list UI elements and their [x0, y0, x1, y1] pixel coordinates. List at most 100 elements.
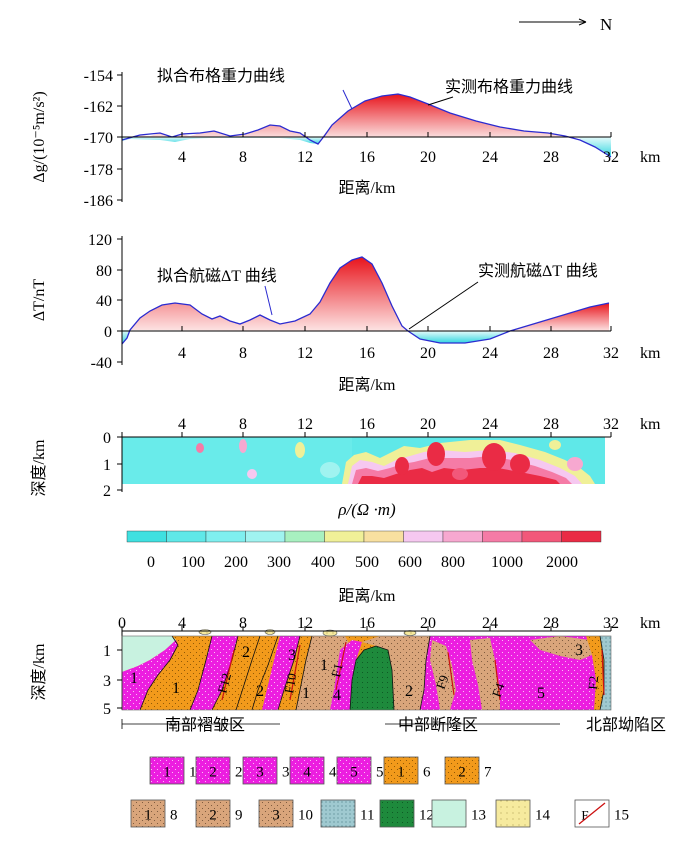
- legend: 1 1 2 2 3 3 4 4 5 5 1 6 2 71 8 2 9 3 10 11 12 13 14 F 15: [130, 756, 629, 828]
- gravity-xtick: 8: [239, 149, 247, 166]
- geology-xtick: 12: [297, 615, 313, 632]
- resistivity-km-unit: km: [640, 416, 661, 433]
- colorbar-swatch: [245, 530, 286, 543]
- magnetic-ytick: 80: [96, 263, 112, 280]
- fault-label: F12: [214, 671, 234, 694]
- magnetic-xtick: 24: [482, 345, 498, 362]
- gravity-xtick: 24: [482, 149, 498, 166]
- legend-label: 13: [471, 808, 486, 824]
- legend-swatch-number: 2: [458, 765, 466, 781]
- colorbar-swatch: [324, 530, 365, 543]
- fault-label: F1: [328, 662, 346, 679]
- colorbar-ticks: 0 100 200 300 400 500 600 800 1000 2000: [147, 554, 578, 571]
- legend-swatch-number: 5: [350, 765, 358, 781]
- resistivity-xtick: 16: [359, 416, 375, 433]
- colorbar-swatch: [166, 530, 207, 543]
- colorbar-tick: 500: [355, 554, 379, 571]
- geology-xtick: 8: [239, 615, 247, 632]
- resistivity-depth-tick: 0: [103, 430, 111, 447]
- colorbar-swatch: [284, 530, 325, 543]
- colorbar-tick: 0: [147, 554, 155, 571]
- geology-xtick: 20: [420, 615, 436, 632]
- gravity-ytick: -186: [84, 193, 113, 210]
- magnetic-xtick: 20: [420, 345, 436, 362]
- colorbar-tick: 400: [311, 554, 335, 571]
- gravity-ytick: -162: [84, 99, 113, 116]
- gravity-xtick: 12: [297, 149, 313, 166]
- colorbar-swatch: [205, 530, 246, 543]
- legend-swatch-number: 1: [397, 765, 405, 781]
- legend-label: 8: [170, 808, 178, 824]
- magnetic-xtick: 4: [178, 345, 186, 362]
- magnetic-ytick: 0: [104, 324, 112, 341]
- geology-depth-tick: 1: [103, 643, 111, 660]
- geology-xtick: 16: [359, 615, 375, 632]
- legend-swatch-number: F: [581, 808, 588, 823]
- legend-label: 10: [298, 808, 313, 824]
- fault-label: F9: [433, 673, 452, 691]
- geology-panel: 0 4 8 12 16 20 24 28 32 km 1 3 5 深度/km 1…: [30, 615, 666, 734]
- resistivity-xtick: 32: [603, 416, 619, 433]
- gravity-fit-label: 拟合布格重力曲线: [157, 67, 285, 85]
- colorbar-swatch: [482, 530, 523, 543]
- legend-label: 5: [376, 765, 384, 781]
- legend-swatch-number: 3: [256, 765, 264, 781]
- resistivity-panel: 4 8 12 16 20 24 28 32 km 0 1 2 深度/km ρ/(…: [30, 416, 661, 519]
- geology-unit-label: 2: [242, 644, 250, 661]
- legend-swatch: [289, 756, 325, 785]
- resistivity-xtick: 24: [482, 416, 498, 433]
- legend-label: 4: [329, 765, 337, 781]
- fault-line-symbol: [578, 802, 606, 825]
- geology-unit-label: 1: [172, 680, 180, 697]
- colorbar-title: ρ/(Ω ·m): [337, 500, 396, 519]
- colorbar-tick: 1000: [491, 554, 523, 571]
- magnetic-km-unit: km: [640, 345, 661, 362]
- magnetic-ytick: -40: [91, 355, 112, 372]
- legend-swatch: [431, 799, 467, 828]
- geology-ylabel: 深度/km: [30, 643, 48, 700]
- resistivity-ylabel: 深度/km: [30, 439, 48, 496]
- fault-label: F4: [489, 681, 508, 700]
- colorbar-tick: 800: [441, 554, 465, 571]
- resistivity-xtick: 28: [543, 416, 559, 433]
- gravity-obs-label: 实测布格重力曲线: [445, 78, 573, 96]
- legend-label: 14: [535, 808, 551, 824]
- legend-label: 9: [235, 808, 243, 824]
- geology-unit-label: 1: [302, 685, 310, 702]
- magnetic-xtick: 28: [543, 345, 559, 362]
- colorbar-swatch: [442, 530, 483, 543]
- legend-label: 7: [484, 765, 492, 781]
- geology-depth-tick: 3: [103, 673, 111, 690]
- gravity-km-unit: km: [640, 149, 661, 166]
- magnetic-fit-label: 拟合航磁ΔT 曲线: [157, 267, 277, 285]
- zone-south: 南部褶皱区: [165, 716, 245, 734]
- gravity-ytick: -154: [84, 68, 113, 85]
- colorbar-tick: 100: [181, 554, 205, 571]
- geology-xtick: 28: [543, 615, 559, 632]
- legend-swatch-number: 4: [303, 765, 311, 781]
- resistivity-xtick: 8: [239, 416, 247, 433]
- gravity-ytick: -178: [84, 162, 113, 179]
- legend-label: 15: [614, 808, 629, 824]
- geology-depth-tick: 5: [103, 701, 111, 718]
- colorbar-tick: 2000: [546, 554, 578, 571]
- geology-unit-label: 2: [256, 683, 264, 700]
- colorbar-swatch: [403, 530, 444, 543]
- legend-swatch: [195, 799, 231, 828]
- legend-label: 12: [419, 808, 434, 824]
- magnetic-xtick: 8: [239, 345, 247, 362]
- magnetic-ylabel: ΔT/nT: [31, 279, 48, 322]
- geology-xtick: 4: [178, 615, 186, 632]
- legend-swatch: [336, 756, 372, 785]
- legend-swatch-number: 2: [209, 765, 217, 781]
- geology-unit-label: 1: [320, 657, 328, 674]
- legend-swatch: [258, 799, 294, 828]
- magnetic-obs-label: 实测航磁ΔT 曲线: [478, 262, 598, 280]
- colorbar-swatch: [561, 530, 602, 543]
- legend-swatch: [242, 756, 278, 785]
- colorbar-swatch: [126, 530, 167, 543]
- geology-unit-label: 5: [537, 685, 545, 702]
- north-label: N: [600, 15, 612, 34]
- legend-swatch: [495, 799, 531, 828]
